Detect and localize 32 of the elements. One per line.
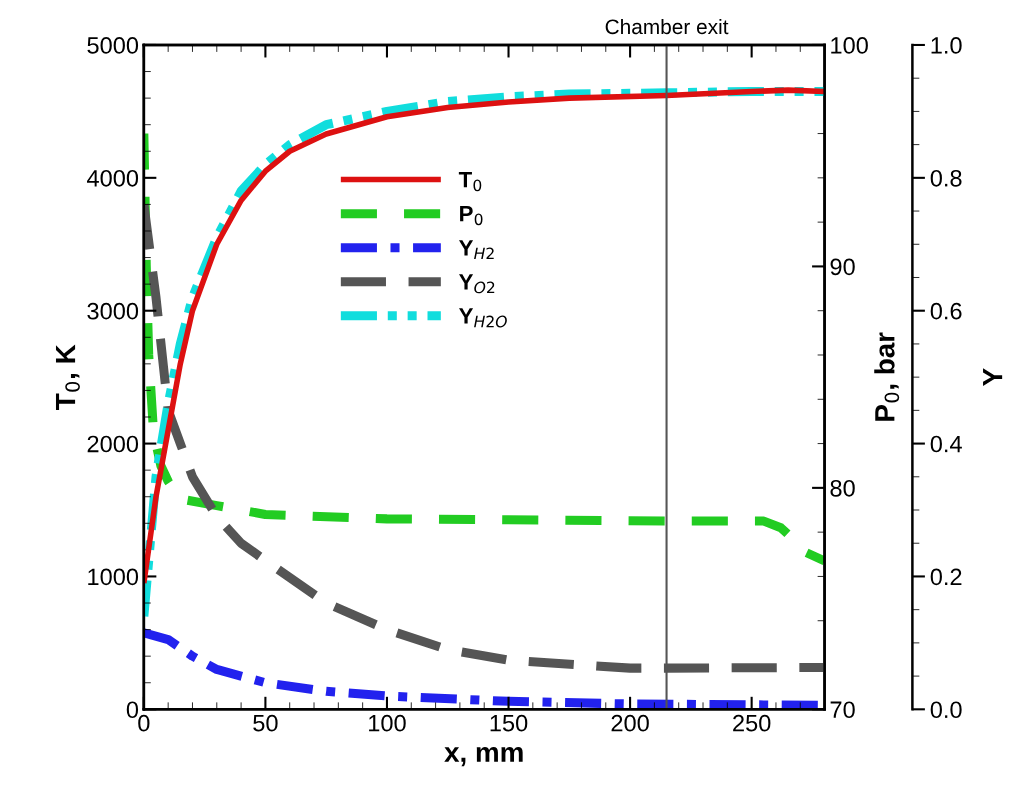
legend-label: T$_{0}$ bbox=[458, 172, 482, 192]
x-tick-label: 50 bbox=[253, 714, 278, 732]
y2-axis-title: P$_{0}$, bar bbox=[874, 332, 900, 421]
x-axis-title: x, mm bbox=[444, 746, 523, 767]
ref-line-label: Chamber exit bbox=[605, 18, 729, 35]
y3-tick-label: 1.0 bbox=[931, 37, 962, 54]
y-tick-label: 1000 bbox=[88, 568, 139, 586]
y-tick-label: 2000 bbox=[87, 435, 139, 453]
legend-label: Y$_{H2O}$ bbox=[458, 308, 507, 328]
y3-tick-label: 0.6 bbox=[930, 302, 962, 320]
y3-tick-label: 0.8 bbox=[930, 169, 962, 187]
y3-tick-label: 0.0 bbox=[930, 701, 962, 719]
y3-axis-title: Y bbox=[983, 368, 1003, 386]
y2-tick-label: 90 bbox=[830, 258, 855, 276]
x-tick-label: 250 bbox=[733, 714, 771, 732]
x-tick-label: 0 bbox=[138, 714, 150, 732]
x-tick-label: 150 bbox=[490, 714, 528, 732]
x-tick-label: 100 bbox=[369, 714, 406, 732]
y3-tick-label: 0.2 bbox=[930, 568, 962, 586]
y3-tick-label: 0.4 bbox=[930, 435, 962, 453]
legend-label: Y$_{O2}$ bbox=[458, 274, 495, 294]
y-tick-label: 3000 bbox=[87, 302, 139, 320]
y2-tick-label: 70 bbox=[830, 701, 855, 719]
y-tick-label: 4000 bbox=[87, 169, 139, 187]
y-tick-label: 5000 bbox=[87, 37, 139, 54]
legend-label: P$_{0}$ bbox=[460, 206, 483, 226]
x-tick-label: 200 bbox=[611, 714, 649, 732]
y-axis-title: T$_{0}$, K bbox=[55, 344, 80, 410]
y2-tick-label: 100 bbox=[831, 37, 868, 54]
y2-tick-label: 80 bbox=[830, 479, 855, 497]
y-tick-label: 0 bbox=[126, 701, 139, 719]
legend-label: Y$_{H2}$ bbox=[458, 240, 494, 260]
